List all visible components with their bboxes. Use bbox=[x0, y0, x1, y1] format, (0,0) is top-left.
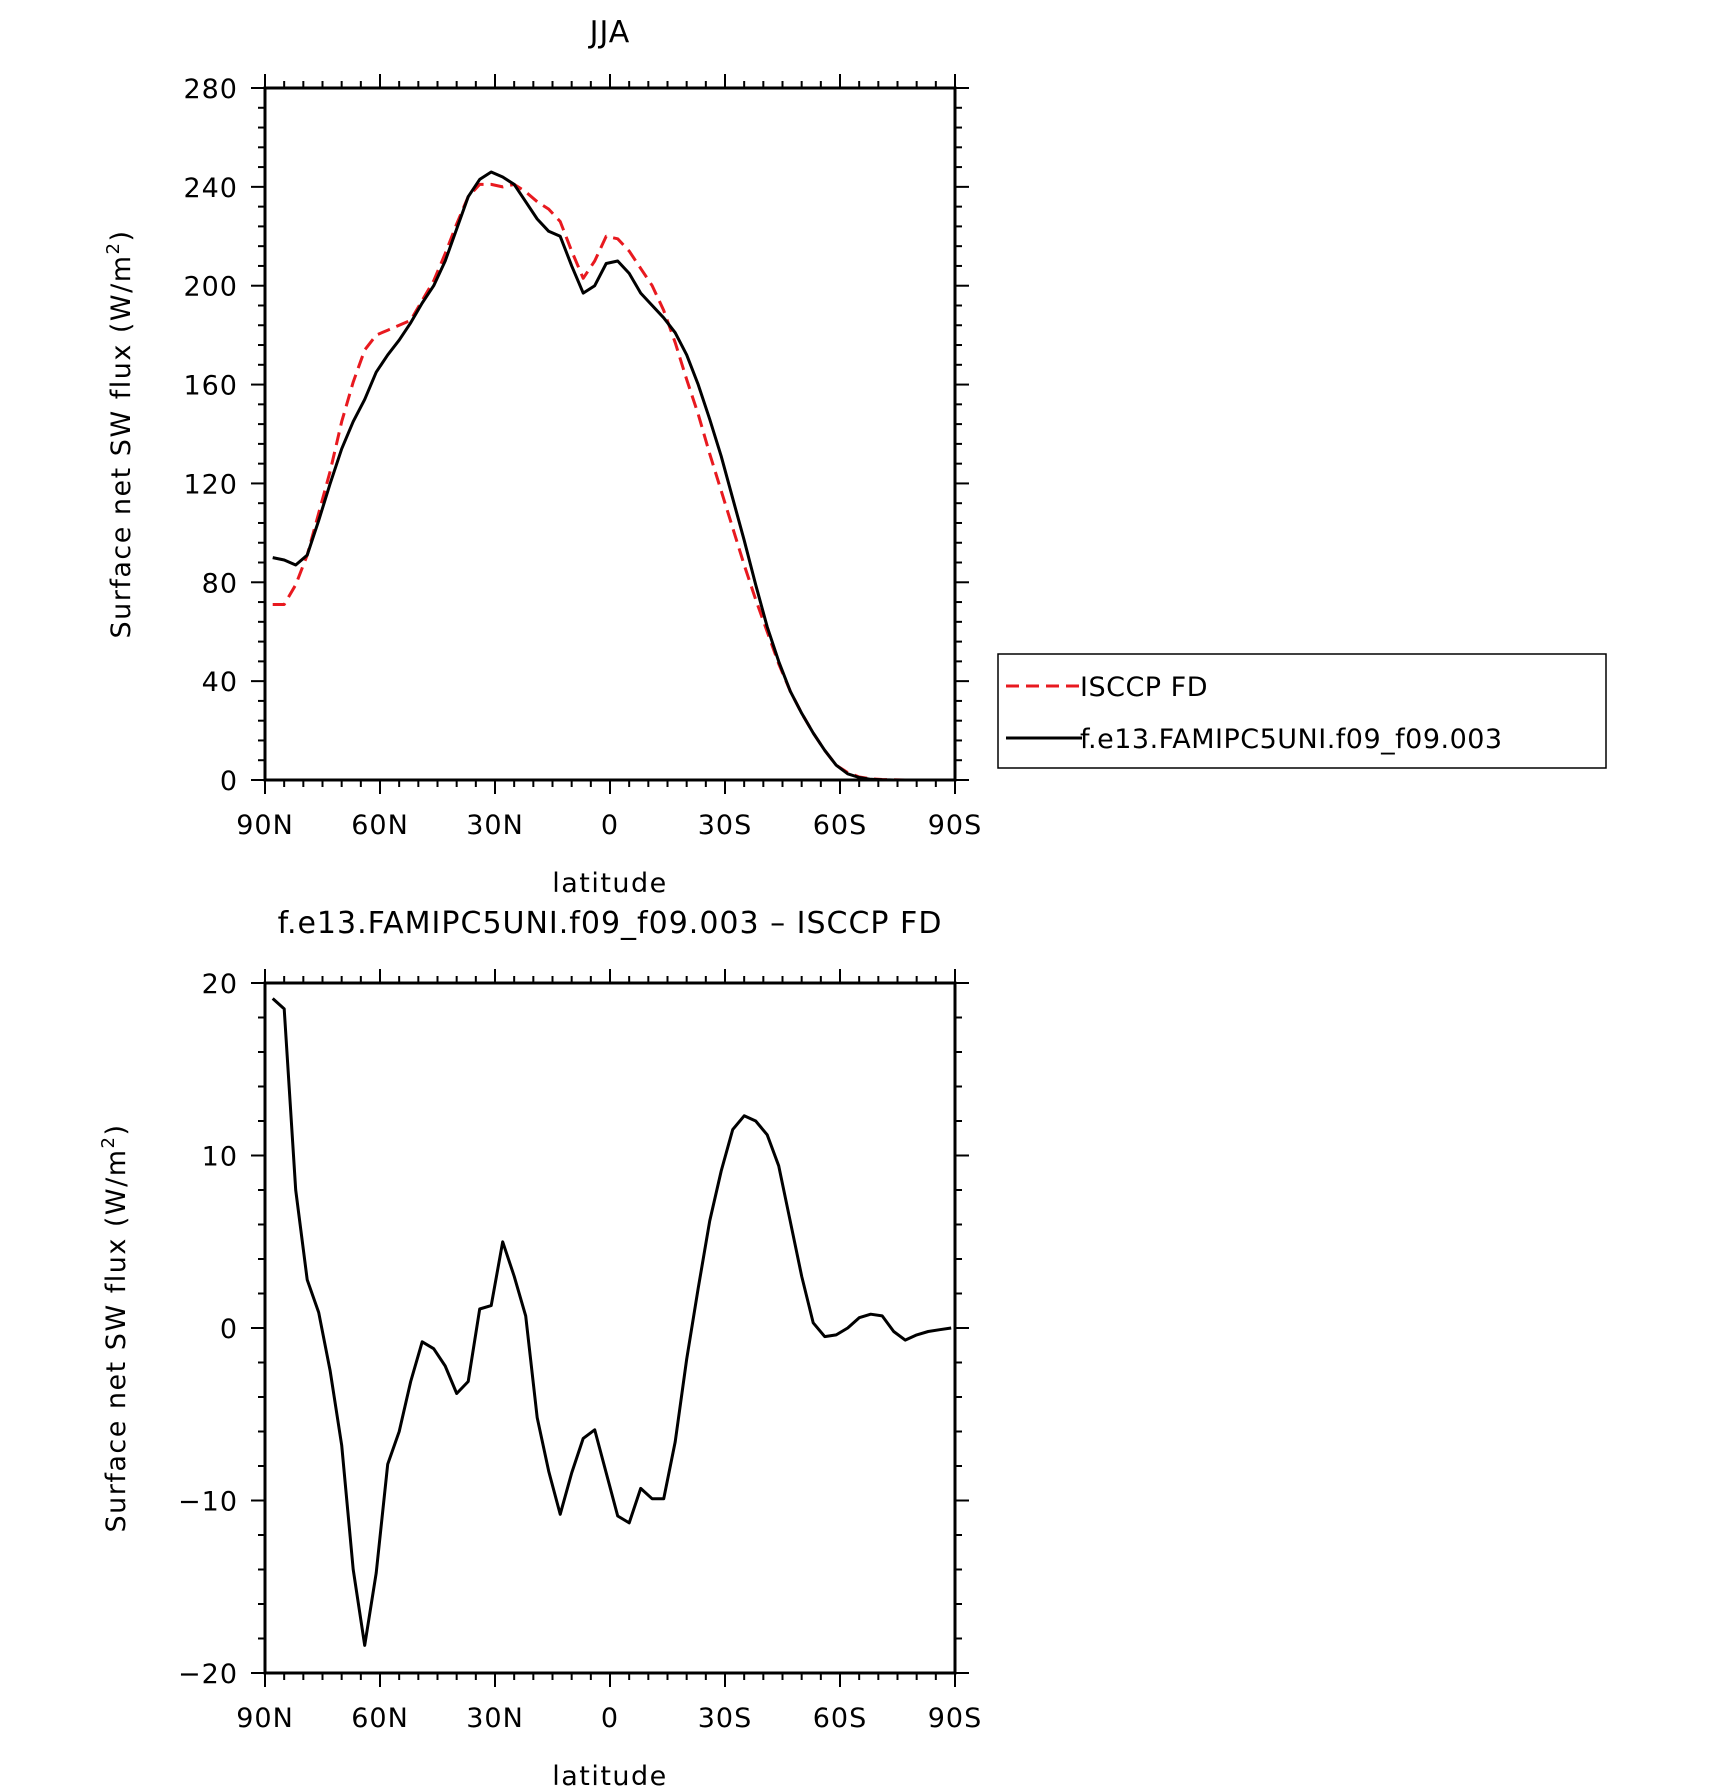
x-tick-label: 0 bbox=[601, 1703, 619, 1734]
x-axis-label: latitude bbox=[552, 1761, 668, 1789]
top-panel-jja: JJA 90N 60N 30N 0 30S 60S 90S 0 40 80 120 160 200 240 2… bbox=[103, 15, 1607, 899]
plot-frame bbox=[263, 86, 957, 782]
x-tick-label: 30S bbox=[698, 810, 753, 841]
y-tick-label: 200 bbox=[183, 272, 238, 303]
x-tick-label: 90S bbox=[928, 1703, 983, 1734]
y-tick-label: 240 bbox=[183, 173, 238, 204]
legend-label-0: ISCCP FD bbox=[1080, 672, 1208, 703]
series-line-0 bbox=[271, 997, 952, 1647]
y-tick-label: 0 bbox=[220, 1314, 238, 1345]
y-tick-label: −20 bbox=[178, 1659, 238, 1690]
x-tick-label: 90N bbox=[236, 1703, 294, 1734]
y-tick-label: 280 bbox=[183, 74, 238, 105]
x-axis-label: latitude bbox=[552, 868, 668, 899]
x-tick-label: 30N bbox=[466, 1703, 524, 1734]
legend: ISCCP FD f.e13.FAMIPC5UNI.f09_f09.003 bbox=[997, 653, 1607, 769]
chart-title: f.e13.FAMIPC5UNI.f09_f09.003 – ISCCP FD bbox=[278, 906, 943, 941]
x-tick-label: 30N bbox=[466, 810, 524, 841]
y-tick-label: 10 bbox=[202, 1142, 238, 1173]
y-tick-label: −10 bbox=[178, 1487, 238, 1518]
y-tick-label: 40 bbox=[202, 667, 238, 698]
y-tick-label: 120 bbox=[183, 469, 238, 500]
y-tick-label: 80 bbox=[202, 568, 238, 599]
legend-label-1: f.e13.FAMIPC5UNI.f09_f09.003 bbox=[1080, 724, 1503, 755]
y-axis-label: Surface net SW flux (W/m2) bbox=[103, 229, 137, 638]
series-line-0 bbox=[272, 182, 952, 782]
y-tick-label: 0 bbox=[220, 766, 238, 797]
x-tick-label: 60S bbox=[813, 1703, 868, 1734]
x-tick-label: 90S bbox=[928, 810, 983, 841]
x-tick-label: 60N bbox=[351, 1703, 409, 1734]
x-tick-label: 0 bbox=[601, 810, 619, 841]
y-tick-label: 20 bbox=[202, 969, 238, 1000]
x-tick-label: 90N bbox=[236, 810, 294, 841]
x-tick-label: 30S bbox=[698, 1703, 753, 1734]
legend-box bbox=[997, 653, 1607, 769]
plot-frame bbox=[263, 981, 957, 1675]
series-line-1 bbox=[272, 170, 952, 782]
bottom-panel-difference: f.e13.FAMIPC5UNI.f09_f09.003 – ISCCP FD 9… bbox=[98, 906, 983, 1789]
x-tick-label: 60N bbox=[351, 810, 409, 841]
y-tick-label: 160 bbox=[183, 371, 238, 402]
x-tick-label: 60S bbox=[813, 810, 868, 841]
y-axis-label: Surface net SW flux (W/m2) bbox=[98, 1123, 132, 1532]
chart-title: JJA bbox=[588, 15, 631, 50]
